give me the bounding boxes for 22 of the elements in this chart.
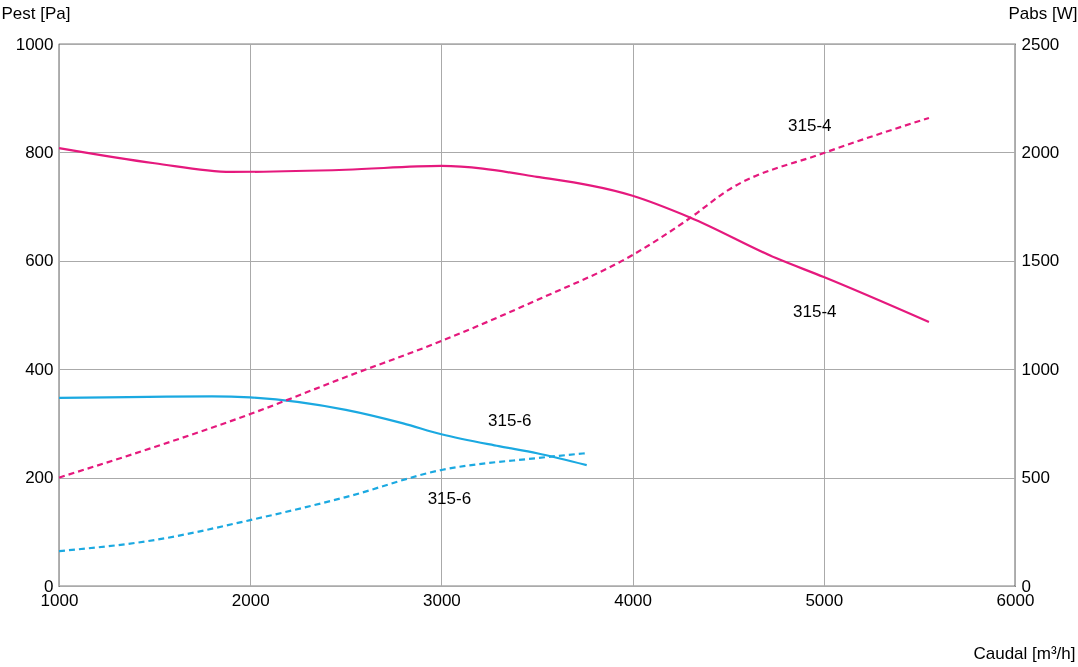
y-tick-label: 600 <box>25 251 54 271</box>
series-label: 315-4 <box>788 116 832 136</box>
y-axis-title: Pest [Pa] <box>1 3 71 23</box>
y2-tick-label: 1000 <box>1021 359 1060 379</box>
y2-tick-label: 1500 <box>1021 251 1060 271</box>
y2-tick-label: 2500 <box>1021 34 1060 54</box>
x-tick-label: 2000 <box>231 590 270 610</box>
y2-axis-title: Pabs [W] <box>1008 3 1078 23</box>
series-label: 315-4 <box>793 302 837 322</box>
y-tick-label: 200 <box>25 468 54 488</box>
x-axis-title: Caudal [m³/h] <box>973 643 1076 663</box>
y2-tick-label: 500 <box>1021 468 1050 488</box>
series-label: 315-6 <box>488 411 532 431</box>
series-label: 315-6 <box>427 489 472 509</box>
x-tick-label: 5000 <box>805 590 844 610</box>
y-tick-label: 1000 <box>15 34 54 54</box>
y-tick-label: 400 <box>25 359 54 379</box>
x-tick-label: 4000 <box>614 590 653 610</box>
y2-tick-label: 2000 <box>1021 142 1060 162</box>
y-tick-label: 800 <box>25 142 54 162</box>
line-series <box>57 116 931 479</box>
x-tick-label: 3000 <box>422 590 461 610</box>
